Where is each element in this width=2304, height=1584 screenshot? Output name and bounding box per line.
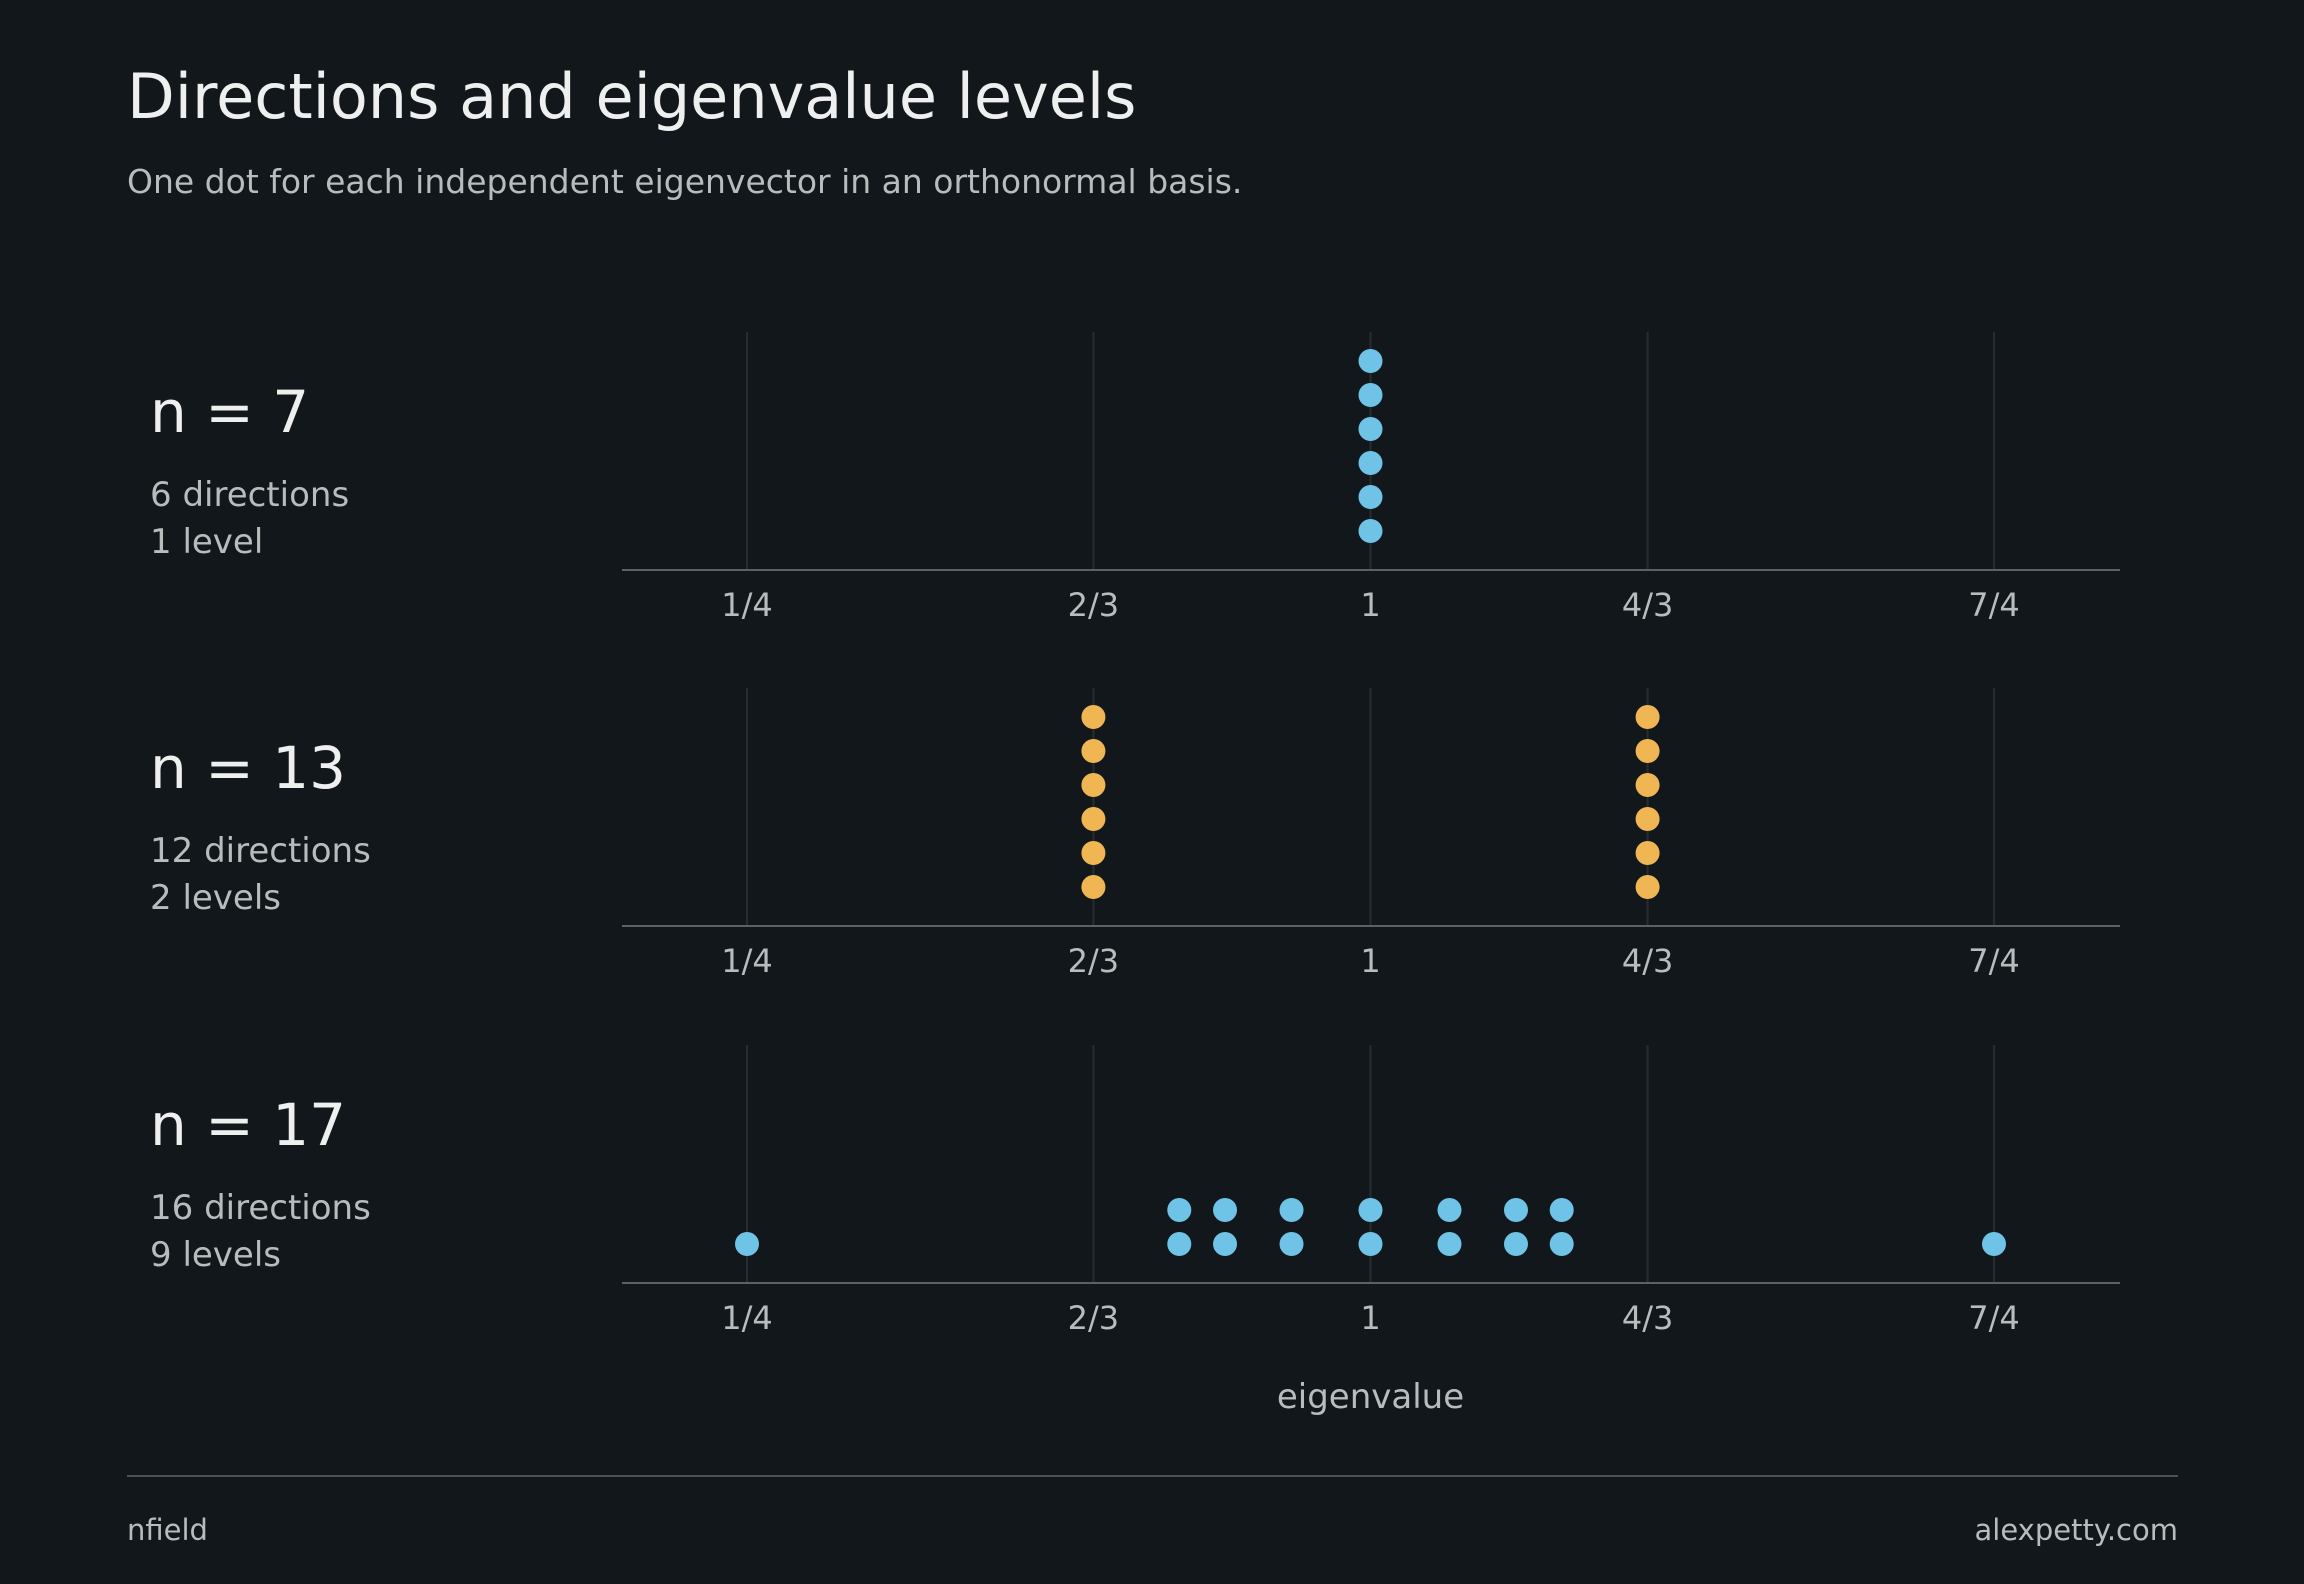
panel-levels: 2 levels bbox=[150, 878, 281, 918]
eigen-dot bbox=[1358, 417, 1383, 441]
eigen-dot bbox=[1081, 739, 1106, 763]
x-tick-label: 7/4 bbox=[1968, 942, 2020, 980]
eigen-dot bbox=[1081, 705, 1106, 729]
eigen-dot bbox=[1358, 1232, 1383, 1256]
chart-subtitle: One dot for each independent eigenvector… bbox=[127, 162, 1243, 201]
footer-brand: nfield bbox=[127, 1513, 208, 1547]
x-tick-label: 1/4 bbox=[721, 1299, 773, 1337]
eigen-dot bbox=[1081, 875, 1106, 899]
x-tick-label: 2/3 bbox=[1068, 586, 1120, 624]
x-tick-label: 2/3 bbox=[1068, 942, 1120, 980]
panel-label: n = 17 bbox=[150, 1091, 346, 1159]
eigen-dot bbox=[735, 1232, 759, 1256]
eigen-dot bbox=[1437, 1232, 1462, 1256]
x-tick-label: 4/3 bbox=[1622, 586, 1674, 624]
eigen-dot bbox=[1635, 875, 1660, 899]
eigen-dot bbox=[1081, 807, 1106, 831]
eigen-dot bbox=[1635, 841, 1660, 865]
eigen-dot bbox=[1549, 1232, 1574, 1256]
x-tick-label: 7/4 bbox=[1968, 1299, 2020, 1337]
x-tick-label: 1/4 bbox=[721, 942, 773, 980]
panel-directions: 12 directions bbox=[150, 831, 371, 871]
eigen-dot bbox=[1279, 1198, 1304, 1222]
panel-label: n = 13 bbox=[150, 734, 346, 802]
eigen-dot bbox=[1279, 1232, 1304, 1256]
eigen-dot bbox=[1635, 807, 1660, 831]
x-tick-label: 7/4 bbox=[1968, 586, 2020, 624]
eigen-dot bbox=[1358, 485, 1383, 509]
panel-label: n = 7 bbox=[150, 378, 309, 446]
x-tick-label: 2/3 bbox=[1068, 1299, 1120, 1337]
x-tick-label: 1 bbox=[1360, 1299, 1380, 1337]
footer-divider bbox=[127, 1475, 2178, 1477]
eigen-dot bbox=[1213, 1198, 1238, 1222]
panel-directions: 16 directions bbox=[150, 1188, 371, 1228]
panel-levels: 9 levels bbox=[150, 1235, 281, 1275]
eigen-dot bbox=[1437, 1198, 1462, 1222]
x-tick-label: 1 bbox=[1360, 942, 1380, 980]
panel-levels: 1 level bbox=[150, 522, 263, 562]
eigen-dot bbox=[1503, 1232, 1528, 1256]
eigen-dot bbox=[1358, 349, 1383, 373]
eigen-dot bbox=[1982, 1232, 2006, 1256]
eigen-dot bbox=[1635, 705, 1660, 729]
eigen-dot bbox=[1358, 1198, 1383, 1222]
eigen-dot bbox=[1635, 739, 1660, 763]
x-tick-label: 1/4 bbox=[721, 586, 773, 624]
eigen-dot bbox=[1081, 773, 1106, 797]
eigen-dot bbox=[1081, 841, 1106, 865]
eigen-dot bbox=[1167, 1232, 1192, 1256]
eigen-dot bbox=[1549, 1198, 1574, 1222]
x-tick-label: 1 bbox=[1360, 586, 1380, 624]
eigen-dot bbox=[1358, 451, 1383, 475]
eigen-dot bbox=[1635, 773, 1660, 797]
eigen-dot bbox=[1167, 1198, 1192, 1222]
eigen-dot bbox=[1213, 1232, 1238, 1256]
eigen-dot bbox=[1358, 519, 1383, 543]
x-axis-title: eigenvalue bbox=[1277, 1377, 1464, 1417]
chart-title: Directions and eigenvalue levels bbox=[127, 60, 1137, 133]
panel-directions: 6 directions bbox=[150, 475, 349, 515]
x-tick-label: 4/3 bbox=[1622, 1299, 1674, 1337]
footer-site: alexpetty.com bbox=[1974, 1513, 2179, 1547]
x-tick-label: 4/3 bbox=[1622, 942, 1674, 980]
eigen-dot bbox=[1358, 383, 1383, 407]
eigen-dot bbox=[1503, 1198, 1528, 1222]
